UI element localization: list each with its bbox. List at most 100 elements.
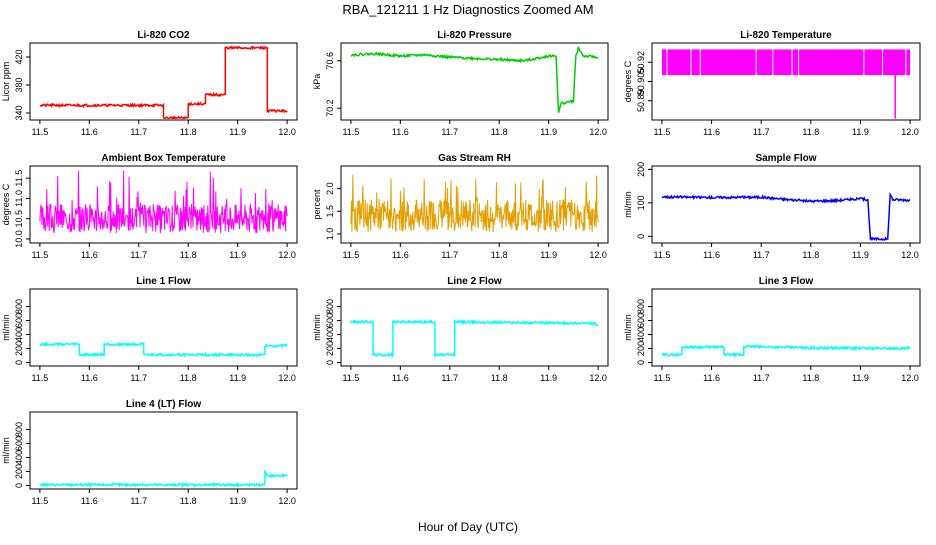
y-tick-label: 200 [636,341,646,356]
y-tick-label: 1.5 [325,205,335,218]
x-tick-label: 11.5 [342,373,359,383]
x-tick-label: 11.5 [31,496,48,506]
y-axis-label: ml/min [1,314,11,341]
y-tick-label: 200 [14,464,24,479]
y-axis-label: degrees C [623,60,633,102]
x-tick-label: 11.7 [130,250,147,260]
plot-frame [340,165,609,244]
x-tick-label: 11.8 [180,127,197,137]
series-group [39,170,288,234]
y-axis-label: percent [312,189,322,220]
y-tick-label: 0 [14,360,24,365]
x-tick-label: 11.9 [852,250,869,260]
x-tick-label: 11.7 [130,373,147,383]
plot-frame [340,42,609,121]
x-tick-label: 11.5 [653,127,670,137]
x-tick-label: 11.7 [753,250,770,260]
x-tick-label: 11.9 [540,373,557,383]
x-tick-label: 11.9 [229,127,246,137]
series-group [350,318,599,359]
x-tick-label: 11.7 [130,127,147,137]
y-tick-label: 50.905 [636,68,646,96]
y-tick-label: 400 [14,327,24,342]
y-axis-label: ml/min [623,191,633,218]
x-tick-label: 12.0 [901,250,919,260]
x-tick-label: 11.9 [540,250,557,260]
y-axis-label: kPa [312,74,322,90]
x-tick-label: 11.6 [81,496,98,506]
chart-panel: Li-820 Pressure kPa 11.5 11.6 11.7 11.8 11.9 12… [312,30,609,137]
y-tick-label: 800 [14,299,24,314]
x-tick-label: 12.0 [901,373,919,383]
y-tick-label: 1.0 [325,228,335,241]
x-tick-label: 11.8 [491,373,508,383]
y-tick-label: 800 [325,299,335,314]
series-line [350,174,599,233]
plot-frame [651,165,921,244]
y-tick-label: 800 [636,299,646,314]
x-tick-label: 11.7 [753,127,770,137]
series-line [39,469,288,488]
series-group [350,174,599,233]
panel-title: Sample Flow [755,153,816,164]
y-axis-label: ml/min [312,314,322,341]
x-tick-label: 11.9 [852,127,869,137]
chart-panel: Line 3 Flow ml/min 11.5 11.6 11.7 11.8 11.9 12.… [623,276,921,383]
x-tick-label: 11.6 [703,127,720,137]
series-group [39,45,288,119]
series-group [39,469,288,488]
panel-title: Line 4 (LT) Flow [126,399,202,410]
x-tick-label: 11.5 [31,373,48,383]
x-tick-label: 11.8 [802,127,819,137]
plot-frame [340,288,609,367]
series-line [350,318,599,359]
y-tick-label: 0 [636,360,646,365]
x-tick-label: 11.6 [392,127,409,137]
chart-panel: Sample Flow ml/min 11.5 11.6 11.7 11.8 11.9 12.… [623,153,921,260]
y-tick-label: 600 [14,313,24,328]
panel-title: Ambient Box Temperature [101,153,226,164]
panel-title: Line 1 Flow [136,276,191,287]
series-line [39,170,288,234]
x-tick-label: 11.7 [130,496,147,506]
y-tick-label: 380 [14,77,24,92]
series-group [350,45,599,113]
x-tick-label: 11.6 [392,250,409,260]
panel-title: Gas Stream RH [438,153,511,164]
x-tick-label: 11.5 [31,127,48,137]
x-tick-label: 12.0 [589,250,607,260]
x-tick-label: 11.5 [653,250,670,260]
series-group [661,49,911,119]
y-tick-label: 2.0 [325,182,335,195]
x-tick-label: 11.9 [229,373,246,383]
chart-panel: Gas Stream RH percent 11.5 11.6 11.7 11.8 11.9… [312,153,609,260]
x-tick-label: 11.8 [802,250,819,260]
y-tick-label: 200 [325,341,335,356]
x-tick-label: 11.5 [31,250,48,260]
series-line [39,45,288,119]
y-axis-label: degrees C [1,183,11,225]
temperature-band [661,49,911,76]
x-tick-label: 11.6 [81,250,98,260]
y-tick-label: 0 [325,360,335,365]
x-tick-label: 11.7 [441,127,458,137]
y-tick-label: 420 [14,49,24,64]
panel-title: Li-820 Temperature [740,30,832,41]
y-tick-label: 400 [636,327,646,342]
chart-panel: Line 4 (LT) Flow ml/min 11.5 11.6 11.7 11.8 11… [1,399,298,506]
x-tick-label: 12.0 [278,373,296,383]
panel-title: Li-820 CO2 [137,30,190,41]
x-tick-label: 11.8 [180,496,197,506]
x-tick-label: 11.8 [180,250,197,260]
y-axis-label: ml/min [623,314,633,341]
x-tick-label: 12.0 [278,127,296,137]
y-tick-label: 600 [325,313,335,328]
x-tick-label: 11.8 [802,373,819,383]
x-tick-label: 11.5 [653,373,670,383]
panel-title: Line 3 Flow [759,276,814,287]
y-tick-label: 50.92 [636,51,646,74]
series-line [39,341,288,359]
chart-panel: Ambient Box Temperature degrees C 11.5 11.6… [1,153,298,260]
x-tick-label: 11.6 [703,250,720,260]
